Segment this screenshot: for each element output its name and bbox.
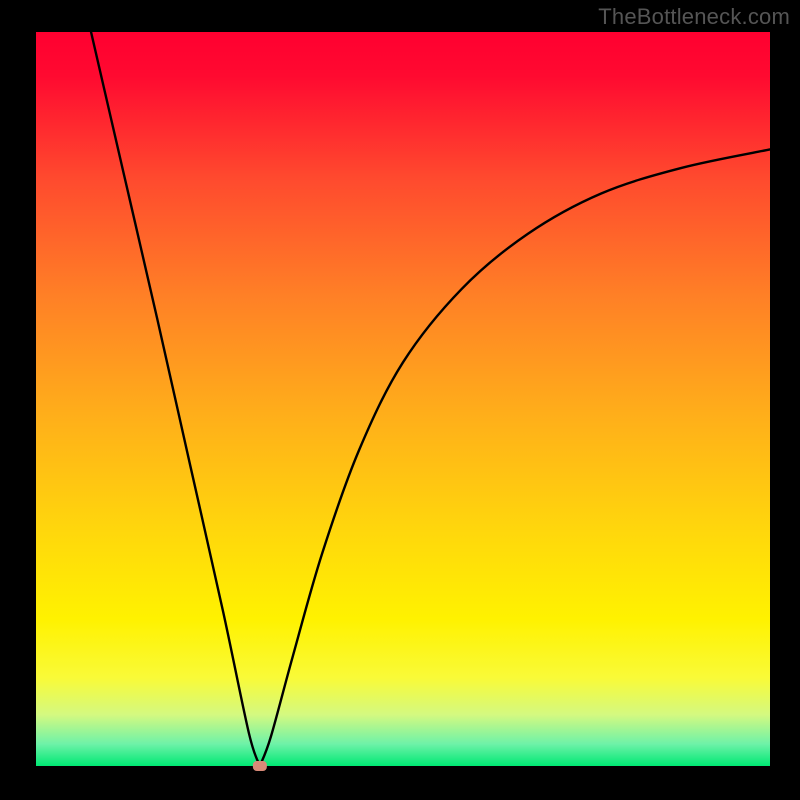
watermark-text: TheBottleneck.com — [598, 4, 790, 30]
bottleneck-chart — [0, 0, 800, 800]
curve-minimum-marker — [253, 761, 267, 771]
chart-container: TheBottleneck.com — [0, 0, 800, 800]
plot-area-gradient — [36, 32, 770, 766]
